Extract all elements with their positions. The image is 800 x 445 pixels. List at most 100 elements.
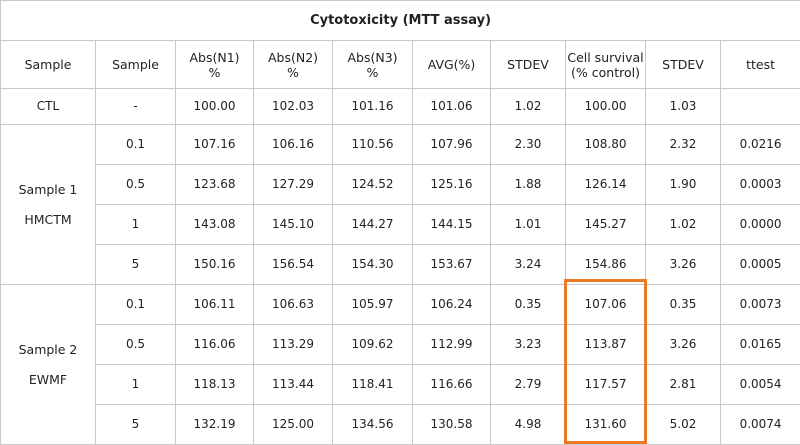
table-cell: 123.68 bbox=[176, 165, 254, 205]
header-cell: Abs(N1) % bbox=[176, 41, 254, 89]
group-label-line: HMCTM bbox=[1, 205, 95, 235]
table-cell: 112.99 bbox=[413, 325, 491, 365]
table-cell: 134.56 bbox=[333, 405, 413, 445]
table-cell: 113.44 bbox=[254, 365, 333, 405]
table-cell: 1.90 bbox=[646, 165, 721, 205]
header-cell: Sample bbox=[96, 41, 176, 89]
table-cell: 2.32 bbox=[646, 125, 721, 165]
table-cell: - bbox=[96, 89, 176, 125]
table-cell: 125.00 bbox=[254, 405, 333, 445]
table-cell: 100.00 bbox=[566, 89, 646, 125]
table-cell: 0.0000 bbox=[721, 205, 800, 245]
table-cell: 3.24 bbox=[491, 245, 566, 285]
table-cell: 107.16 bbox=[176, 125, 254, 165]
table-cell: 109.62 bbox=[333, 325, 413, 365]
table-cell: 5.02 bbox=[646, 405, 721, 445]
group-label-line: Sample 1 bbox=[1, 175, 95, 205]
header-cell: STDEV bbox=[491, 41, 566, 89]
table-cell: 0.1 bbox=[96, 125, 176, 165]
table-cell: 125.16 bbox=[413, 165, 491, 205]
table-cell: 144.27 bbox=[333, 205, 413, 245]
table-cell: 100.00 bbox=[176, 89, 254, 125]
table-cell: 127.29 bbox=[254, 165, 333, 205]
table-cell: 1 bbox=[96, 365, 176, 405]
table-cell: 106.24 bbox=[413, 285, 491, 325]
table-cell: 0.0216 bbox=[721, 125, 800, 165]
table-cell: 150.16 bbox=[176, 245, 254, 285]
table-cell: 0.0074 bbox=[721, 405, 800, 445]
table-cell: 0.35 bbox=[646, 285, 721, 325]
table-cell: 3.26 bbox=[646, 245, 721, 285]
header-cell: Sample bbox=[1, 41, 96, 89]
table-cell: 1.01 bbox=[491, 205, 566, 245]
table-cell: 0.35 bbox=[491, 285, 566, 325]
table-cell: 1.02 bbox=[491, 89, 566, 125]
table-cell: 4.98 bbox=[491, 405, 566, 445]
table-cell: 1 bbox=[96, 205, 176, 245]
table-cell: 106.63 bbox=[254, 285, 333, 325]
header-cell: ttest bbox=[721, 41, 800, 89]
table-cell: 118.13 bbox=[176, 365, 254, 405]
table-cell: 0.1 bbox=[96, 285, 176, 325]
header-cell: Abs(N3) % bbox=[333, 41, 413, 89]
table-cell: 0.0003 bbox=[721, 165, 800, 205]
table-cell: 0.0165 bbox=[721, 325, 800, 365]
group-label-line: EWMF bbox=[1, 365, 95, 395]
table-cell: 102.03 bbox=[254, 89, 333, 125]
group-label-line: Sample 2 bbox=[1, 335, 95, 365]
table-cell: 3.26 bbox=[646, 325, 721, 365]
table-cell: 0.0054 bbox=[721, 365, 800, 405]
table-cell: 110.56 bbox=[333, 125, 413, 165]
table-cell: 132.19 bbox=[176, 405, 254, 445]
table-cell: 105.97 bbox=[333, 285, 413, 325]
table-cell: 5 bbox=[96, 405, 176, 445]
table-cell: 126.14 bbox=[566, 165, 646, 205]
table-cell: 0.0073 bbox=[721, 285, 800, 325]
table-cell: 107.96 bbox=[413, 125, 491, 165]
table-cell: 145.10 bbox=[254, 205, 333, 245]
table-cell: 145.27 bbox=[566, 205, 646, 245]
table-cell: 113.29 bbox=[254, 325, 333, 365]
table-cell: 124.52 bbox=[333, 165, 413, 205]
table-cell: 106.16 bbox=[254, 125, 333, 165]
highlight-box bbox=[564, 279, 647, 444]
table-cell: CTL bbox=[1, 89, 96, 125]
table-title: Cytotoxicity (MTT assay) bbox=[1, 1, 800, 41]
table-cell: 2.30 bbox=[491, 125, 566, 165]
table-cell: 2.81 bbox=[646, 365, 721, 405]
table-cell: 0.5 bbox=[96, 325, 176, 365]
table-cell: 118.41 bbox=[333, 365, 413, 405]
table-cell: 116.66 bbox=[413, 365, 491, 405]
table-cell: 130.58 bbox=[413, 405, 491, 445]
table-cell: 1.03 bbox=[646, 89, 721, 125]
table-cell: 0.5 bbox=[96, 165, 176, 205]
header-cell: Abs(N2) % bbox=[254, 41, 333, 89]
table-cell: 144.15 bbox=[413, 205, 491, 245]
table-cell: 154.30 bbox=[333, 245, 413, 285]
table-cell: 101.06 bbox=[413, 89, 491, 125]
table-cell: 116.06 bbox=[176, 325, 254, 365]
header-cell: Cell survival (% control) bbox=[566, 41, 646, 89]
table-cell bbox=[721, 89, 800, 125]
table-cell: 2.79 bbox=[491, 365, 566, 405]
table-cell: 1.88 bbox=[491, 165, 566, 205]
table-cell: 5 bbox=[96, 245, 176, 285]
table-cell: 143.08 bbox=[176, 205, 254, 245]
table-cell: 156.54 bbox=[254, 245, 333, 285]
table-cell: 108.80 bbox=[566, 125, 646, 165]
table-cell: 101.16 bbox=[333, 89, 413, 125]
